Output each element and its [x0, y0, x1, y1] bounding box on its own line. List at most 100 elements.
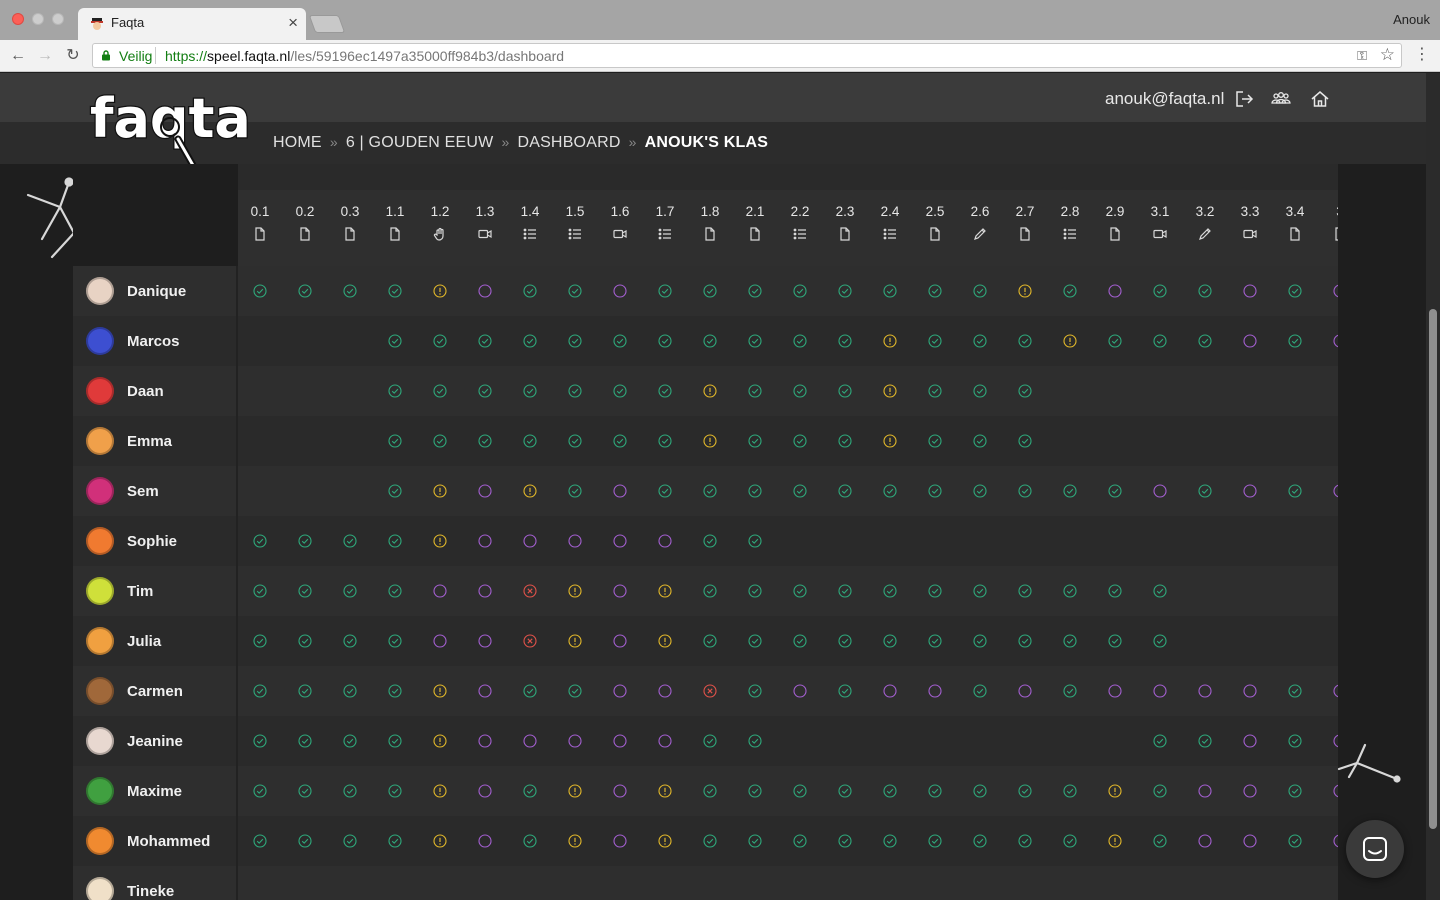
check-circle-icon[interactable]: [388, 834, 402, 848]
warning-circle-icon[interactable]: [568, 634, 582, 648]
column-header[interactable]: 2.7: [1003, 204, 1047, 241]
check-circle-icon[interactable]: [613, 384, 627, 398]
open-circle-icon[interactable]: [478, 584, 492, 598]
check-circle-icon[interactable]: [253, 534, 267, 548]
check-circle-icon[interactable]: [928, 584, 942, 598]
check-circle-icon[interactable]: [748, 434, 762, 448]
check-circle-icon[interactable]: [748, 784, 762, 798]
open-circle-icon[interactable]: [613, 634, 627, 648]
column-header[interactable]: 3.4: [1273, 204, 1317, 241]
check-circle-icon[interactable]: [658, 384, 672, 398]
check-circle-icon[interactable]: [523, 384, 537, 398]
column-header[interactable]: 3.2: [1183, 204, 1227, 241]
check-circle-icon[interactable]: [1153, 634, 1167, 648]
check-circle-icon[interactable]: [1153, 734, 1167, 748]
column-header[interactable]: 2.1: [733, 204, 777, 241]
check-circle-icon[interactable]: [973, 784, 987, 798]
check-circle-icon[interactable]: [838, 784, 852, 798]
check-circle-icon[interactable]: [793, 334, 807, 348]
open-circle-icon[interactable]: [1333, 684, 1338, 698]
faqta-logo[interactable]: faqta: [88, 87, 252, 179]
check-circle-icon[interactable]: [613, 334, 627, 348]
column-header[interactable]: 1.1: [373, 204, 417, 241]
check-circle-icon[interactable]: [343, 784, 357, 798]
check-circle-icon[interactable]: [523, 434, 537, 448]
open-circle-icon[interactable]: [478, 784, 492, 798]
check-circle-icon[interactable]: [838, 634, 852, 648]
check-circle-icon[interactable]: [1288, 284, 1302, 298]
warning-circle-icon[interactable]: [883, 334, 897, 348]
check-circle-icon[interactable]: [253, 834, 267, 848]
check-circle-icon[interactable]: [1288, 484, 1302, 498]
open-circle-icon[interactable]: [658, 734, 672, 748]
check-circle-icon[interactable]: [343, 584, 357, 598]
warning-circle-icon[interactable]: [1108, 784, 1122, 798]
check-circle-icon[interactable]: [388, 484, 402, 498]
check-circle-icon[interactable]: [973, 334, 987, 348]
check-circle-icon[interactable]: [568, 334, 582, 348]
check-circle-icon[interactable]: [388, 734, 402, 748]
check-circle-icon[interactable]: [568, 434, 582, 448]
check-circle-icon[interactable]: [1153, 334, 1167, 348]
check-circle-icon[interactable]: [388, 634, 402, 648]
column-header[interactable]: 2.4: [868, 204, 912, 241]
column-header[interactable]: 1.6: [598, 204, 642, 241]
check-circle-icon[interactable]: [748, 684, 762, 698]
address-bar[interactable]: Veilig https://speel.faqta.nl/les/59196e…: [92, 43, 1402, 68]
open-circle-icon[interactable]: [478, 734, 492, 748]
open-circle-icon[interactable]: [613, 534, 627, 548]
logout-icon[interactable]: [1234, 89, 1254, 109]
warning-circle-icon[interactable]: [568, 784, 582, 798]
open-circle-icon[interactable]: [1243, 734, 1257, 748]
check-circle-icon[interactable]: [1018, 834, 1032, 848]
warning-circle-icon[interactable]: [658, 834, 672, 848]
check-circle-icon[interactable]: [523, 834, 537, 848]
check-circle-icon[interactable]: [928, 284, 942, 298]
url-text[interactable]: https://speel.faqta.nl/les/59196ec1497a3…: [165, 48, 564, 64]
warning-circle-icon[interactable]: [523, 484, 537, 498]
check-circle-icon[interactable]: [478, 334, 492, 348]
check-circle-icon[interactable]: [883, 834, 897, 848]
check-circle-icon[interactable]: [253, 684, 267, 698]
check-circle-icon[interactable]: [703, 734, 717, 748]
check-circle-icon[interactable]: [343, 684, 357, 698]
check-circle-icon[interactable]: [298, 684, 312, 698]
warning-circle-icon[interactable]: [568, 584, 582, 598]
warning-circle-icon[interactable]: [568, 834, 582, 848]
open-circle-icon[interactable]: [433, 584, 447, 598]
user-email[interactable]: anouk@faqta.nl: [1105, 89, 1225, 108]
column-header[interactable]: 1.5: [553, 204, 597, 241]
check-circle-icon[interactable]: [523, 334, 537, 348]
open-circle-icon[interactable]: [1018, 684, 1032, 698]
check-circle-icon[interactable]: [883, 634, 897, 648]
open-circle-icon[interactable]: [1198, 784, 1212, 798]
open-circle-icon[interactable]: [613, 484, 627, 498]
check-circle-icon[interactable]: [568, 484, 582, 498]
check-circle-icon[interactable]: [748, 334, 762, 348]
open-circle-icon[interactable]: [478, 684, 492, 698]
check-circle-icon[interactable]: [793, 484, 807, 498]
check-circle-icon[interactable]: [523, 684, 537, 698]
check-circle-icon[interactable]: [1153, 584, 1167, 598]
check-circle-icon[interactable]: [973, 634, 987, 648]
check-circle-icon[interactable]: [253, 584, 267, 598]
open-circle-icon[interactable]: [478, 534, 492, 548]
check-circle-icon[interactable]: [388, 334, 402, 348]
check-circle-icon[interactable]: [793, 834, 807, 848]
warning-circle-icon[interactable]: [1018, 284, 1032, 298]
check-circle-icon[interactable]: [1018, 634, 1032, 648]
open-circle-icon[interactable]: [793, 684, 807, 698]
check-circle-icon[interactable]: [883, 484, 897, 498]
check-circle-icon[interactable]: [523, 284, 537, 298]
open-circle-icon[interactable]: [478, 634, 492, 648]
check-circle-icon[interactable]: [793, 284, 807, 298]
open-circle-icon[interactable]: [928, 684, 942, 698]
check-circle-icon[interactable]: [928, 784, 942, 798]
check-circle-icon[interactable]: [388, 534, 402, 548]
check-circle-icon[interactable]: [298, 784, 312, 798]
open-circle-icon[interactable]: [1198, 684, 1212, 698]
check-circle-icon[interactable]: [748, 384, 762, 398]
open-circle-icon[interactable]: [1108, 284, 1122, 298]
check-circle-icon[interactable]: [433, 334, 447, 348]
open-circle-icon[interactable]: [613, 584, 627, 598]
